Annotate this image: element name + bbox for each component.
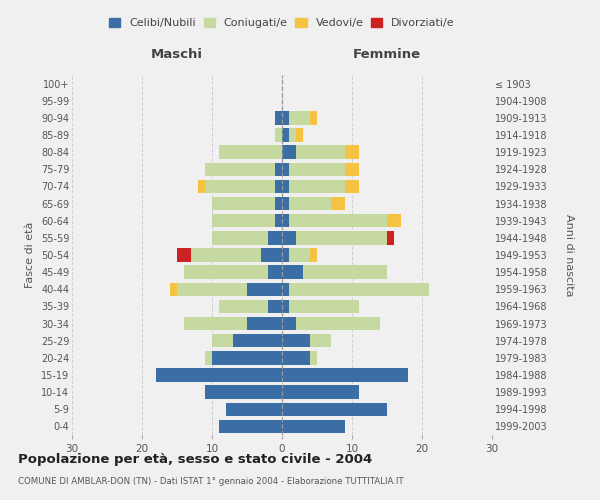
Bar: [282, 351, 310, 364]
Bar: [233, 334, 282, 347]
Bar: [212, 214, 275, 228]
Bar: [296, 231, 387, 244]
Bar: [282, 420, 345, 433]
Bar: [282, 282, 289, 296]
Bar: [282, 368, 408, 382]
Bar: [212, 351, 282, 364]
Bar: [282, 111, 289, 124]
Bar: [156, 368, 282, 382]
Bar: [219, 300, 268, 313]
Bar: [387, 231, 394, 244]
Bar: [310, 248, 317, 262]
Legend: Celibi/Nubili, Coniugati/e, Vedovi/e, Divorziati/e: Celibi/Nubili, Coniugati/e, Vedovi/e, Di…: [107, 16, 457, 30]
Bar: [282, 248, 289, 262]
Bar: [275, 111, 282, 124]
Bar: [310, 111, 317, 124]
Bar: [275, 180, 282, 193]
Bar: [282, 334, 310, 347]
Text: Femmine: Femmine: [353, 48, 421, 62]
Bar: [268, 300, 282, 313]
Bar: [289, 111, 310, 124]
Bar: [289, 197, 331, 210]
Bar: [205, 180, 275, 193]
Bar: [289, 180, 345, 193]
Bar: [177, 282, 247, 296]
Bar: [268, 266, 282, 279]
Bar: [268, 231, 282, 244]
Bar: [310, 334, 331, 347]
Y-axis label: Anni di nascita: Anni di nascita: [564, 214, 574, 296]
Bar: [275, 128, 282, 141]
Bar: [345, 162, 359, 176]
Bar: [296, 128, 303, 141]
Bar: [212, 231, 268, 244]
Bar: [282, 128, 289, 141]
Bar: [226, 402, 282, 416]
Bar: [282, 402, 387, 416]
Bar: [282, 162, 289, 176]
Bar: [303, 266, 387, 279]
Bar: [282, 146, 296, 159]
Bar: [184, 266, 268, 279]
Bar: [345, 180, 359, 193]
Bar: [282, 180, 289, 193]
Bar: [205, 162, 275, 176]
Bar: [345, 146, 359, 159]
Bar: [219, 420, 282, 433]
Bar: [205, 351, 212, 364]
Bar: [282, 197, 289, 210]
Text: Maschi: Maschi: [151, 48, 203, 62]
Bar: [289, 162, 345, 176]
Bar: [387, 214, 401, 228]
Bar: [212, 334, 233, 347]
Bar: [282, 231, 296, 244]
Bar: [331, 197, 345, 210]
Bar: [296, 146, 345, 159]
Bar: [289, 300, 359, 313]
Bar: [205, 386, 282, 399]
Bar: [170, 282, 177, 296]
Bar: [289, 214, 387, 228]
Bar: [212, 197, 275, 210]
Bar: [184, 317, 247, 330]
Bar: [282, 317, 296, 330]
Bar: [247, 282, 282, 296]
Y-axis label: Fasce di età: Fasce di età: [25, 222, 35, 288]
Bar: [282, 300, 289, 313]
Bar: [275, 162, 282, 176]
Bar: [310, 351, 317, 364]
Bar: [282, 386, 359, 399]
Text: COMUNE DI AMBLAR-DON (TN) - Dati ISTAT 1° gennaio 2004 - Elaborazione TUTTITALIA: COMUNE DI AMBLAR-DON (TN) - Dati ISTAT 1…: [18, 478, 404, 486]
Bar: [289, 248, 310, 262]
Bar: [282, 266, 303, 279]
Bar: [282, 214, 289, 228]
Bar: [261, 248, 282, 262]
Bar: [177, 248, 191, 262]
Bar: [275, 197, 282, 210]
Bar: [247, 317, 282, 330]
Bar: [289, 282, 429, 296]
Text: Popolazione per età, sesso e stato civile - 2004: Popolazione per età, sesso e stato civil…: [18, 452, 372, 466]
Bar: [275, 214, 282, 228]
Bar: [191, 248, 261, 262]
Bar: [289, 128, 296, 141]
Bar: [219, 146, 282, 159]
Bar: [296, 317, 380, 330]
Bar: [198, 180, 205, 193]
